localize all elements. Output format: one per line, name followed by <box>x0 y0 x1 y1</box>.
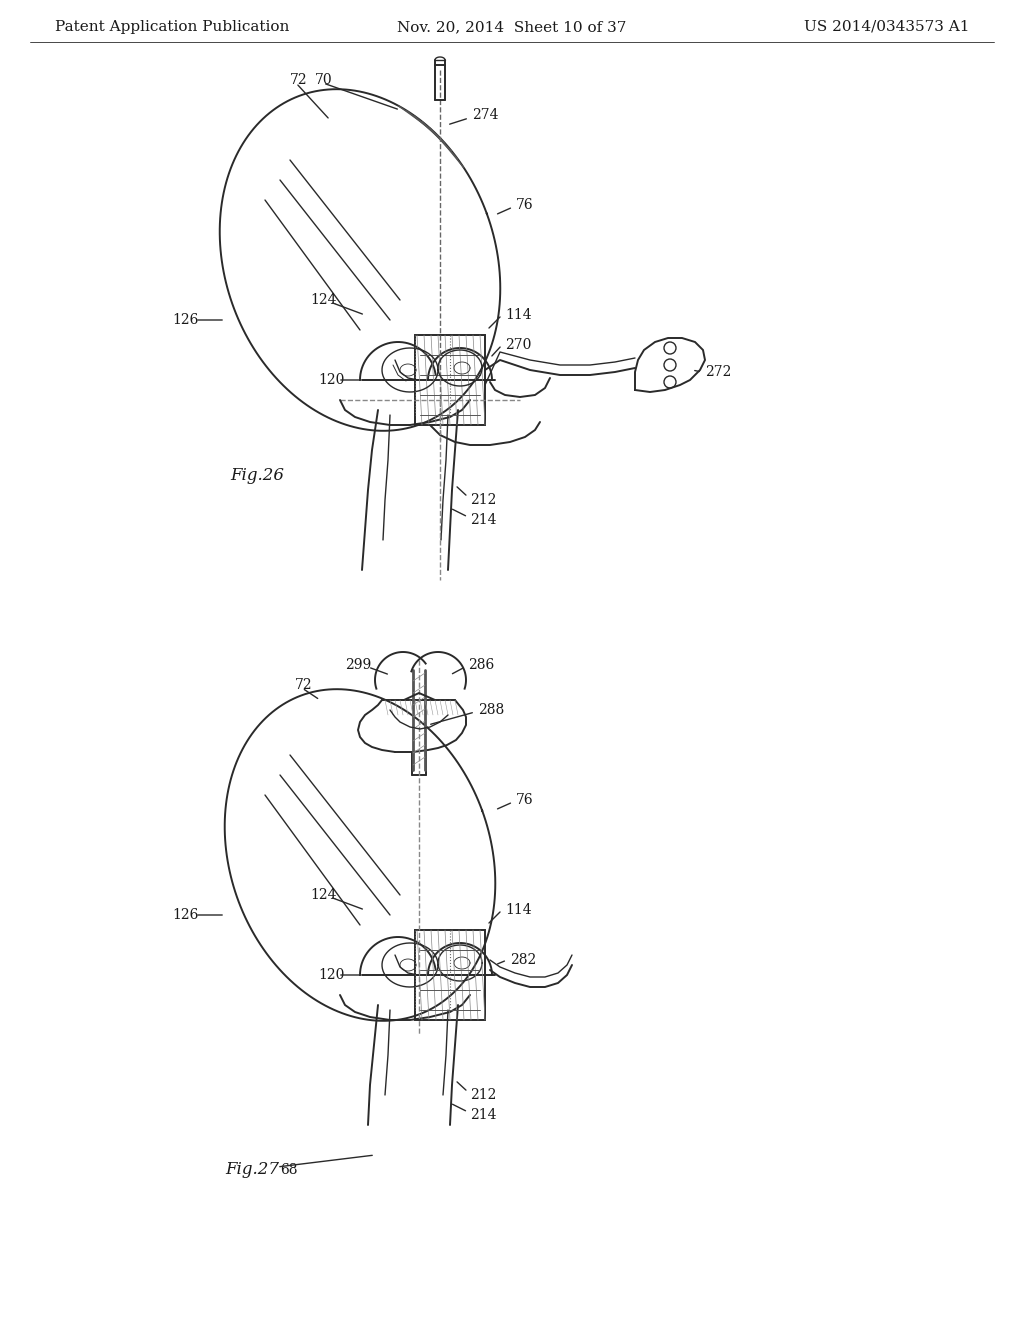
Text: 120: 120 <box>318 968 344 982</box>
Text: 274: 274 <box>472 108 499 121</box>
Text: Patent Application Publication: Patent Application Publication <box>55 20 290 34</box>
Text: Nov. 20, 2014  Sheet 10 of 37: Nov. 20, 2014 Sheet 10 of 37 <box>397 20 627 34</box>
Text: 72: 72 <box>290 73 307 87</box>
Text: 114: 114 <box>505 308 531 322</box>
Text: 68: 68 <box>280 1163 298 1177</box>
Text: 76: 76 <box>516 198 534 213</box>
Text: 272: 272 <box>705 366 731 379</box>
Bar <box>415 931 485 1020</box>
Text: 288: 288 <box>478 704 504 717</box>
Text: 126: 126 <box>172 908 199 921</box>
Text: 124: 124 <box>310 888 337 902</box>
Text: 286: 286 <box>468 657 495 672</box>
Text: 124: 124 <box>310 293 337 308</box>
Text: 214: 214 <box>470 513 497 527</box>
Text: 72: 72 <box>295 678 312 692</box>
Text: 120: 120 <box>318 374 344 387</box>
Text: Fig.27: Fig.27 <box>225 1162 279 1179</box>
Text: 299: 299 <box>345 657 372 672</box>
Text: 114: 114 <box>505 903 531 917</box>
Text: 76: 76 <box>516 793 534 807</box>
Text: 70: 70 <box>315 73 333 87</box>
Text: 214: 214 <box>470 1107 497 1122</box>
Text: 212: 212 <box>470 1088 497 1102</box>
Text: US 2014/0343573 A1: US 2014/0343573 A1 <box>805 20 970 34</box>
Text: Fig.26: Fig.26 <box>230 466 284 483</box>
Text: 126: 126 <box>172 313 199 327</box>
Bar <box>415 335 485 425</box>
Text: 270: 270 <box>505 338 531 352</box>
Text: 212: 212 <box>470 492 497 507</box>
Text: 282: 282 <box>510 953 537 968</box>
